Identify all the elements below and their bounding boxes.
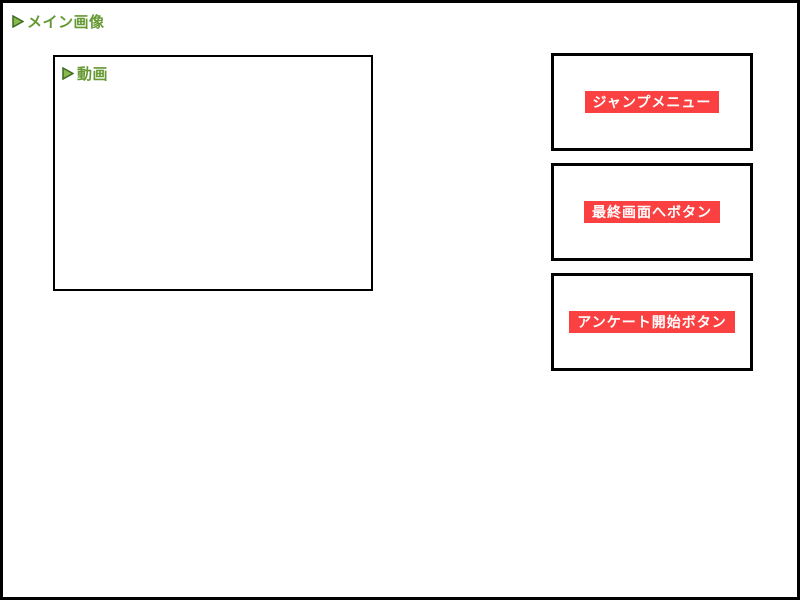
video-placeholder[interactable]: 動画 (53, 55, 373, 291)
video-label: 動画 (77, 66, 109, 83)
video-label-row: 動画 (62, 63, 108, 84)
survey-start-panel: アンケート開始ボタン (551, 273, 753, 371)
final-screen-panel: 最終画面へボタン (551, 163, 753, 261)
final-screen-button[interactable]: 最終画面へボタン (584, 201, 720, 223)
triangle-bullet-icon (12, 14, 25, 29)
jump-menu-button[interactable]: ジャンプメニュー (584, 91, 720, 113)
main-image-header: メイン画像 (12, 11, 105, 32)
triangle-bullet-icon (62, 66, 75, 81)
jump-menu-panel: ジャンプメニュー (551, 53, 753, 151)
main-image-header-label: メイン画像 (27, 14, 105, 31)
survey-start-button[interactable]: アンケート開始ボタン (569, 311, 735, 333)
